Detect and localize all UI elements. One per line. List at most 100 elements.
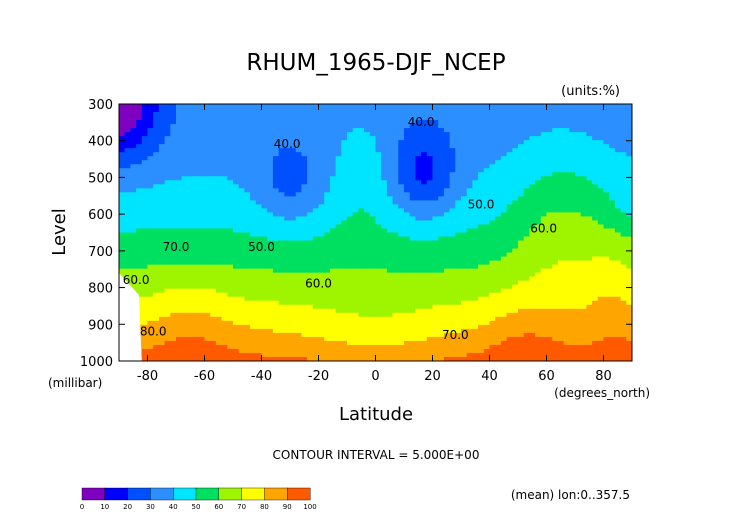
heatmap-cell [432, 188, 439, 193]
heatmap-cell [489, 264, 496, 270]
heatmap-cell [238, 156, 245, 161]
heatmap-cell [136, 176, 143, 181]
heatmap-cell [540, 292, 548, 298]
heatmap-cell [358, 232, 365, 238]
heatmap-cell [147, 112, 154, 117]
heatmap-cell [250, 292, 257, 298]
heatmap-cell [557, 220, 565, 226]
heatmap-cell [352, 292, 359, 298]
heatmap-cell [312, 176, 320, 181]
heatmap-cell [489, 172, 496, 177]
heatmap-cell [461, 116, 468, 121]
heatmap-cell [489, 228, 496, 234]
heatmap-cell [233, 152, 240, 157]
heatmap-cell [500, 132, 508, 137]
heatmap-cell [193, 236, 200, 242]
heatmap-cell [181, 208, 188, 214]
heatmap-cell [626, 188, 632, 193]
heatmap-cell [535, 204, 542, 210]
heatmap-cell [409, 120, 416, 125]
heatmap-cell [375, 208, 382, 214]
heatmap-cell [290, 292, 297, 298]
heatmap-cell [255, 316, 263, 322]
heatmap-cell [187, 192, 194, 197]
heatmap-cell [489, 184, 496, 189]
heatmap-cell [193, 232, 200, 238]
heatmap-cell [455, 220, 462, 226]
heatmap-cell [404, 188, 411, 193]
heatmap-cell [329, 208, 337, 214]
heatmap-cell [592, 164, 599, 169]
heatmap-cell [609, 112, 616, 117]
heatmap-cell [341, 288, 348, 294]
heatmap-cell [141, 300, 149, 306]
heatmap-cell [278, 236, 285, 242]
heatmap-cell [552, 304, 559, 310]
heatmap-cell [426, 180, 434, 185]
heatmap-cell [358, 276, 365, 282]
heatmap-cell [575, 256, 582, 262]
heatmap-cell [426, 108, 434, 113]
heatmap-cell [603, 288, 610, 294]
heatmap-cell [227, 136, 234, 141]
heatmap-cell [546, 108, 553, 113]
heatmap-cell [426, 136, 434, 141]
heatmap-cell [233, 292, 240, 298]
heatmap-cell [461, 256, 468, 262]
heatmap-cell [506, 152, 513, 157]
heatmap-cell [620, 116, 627, 121]
heatmap-cell [461, 268, 468, 274]
heatmap-cell [244, 108, 251, 113]
heatmap-cell [261, 304, 268, 310]
heatmap-cell [569, 320, 576, 326]
heatmap-cell [124, 244, 131, 250]
heatmap-cell [586, 304, 593, 310]
heatmap-cell [506, 212, 513, 218]
heatmap-cell [461, 288, 468, 294]
heatmap-cell [472, 132, 479, 137]
heatmap-cell [170, 188, 177, 193]
heatmap-cell [523, 144, 530, 149]
heatmap-cell [170, 272, 177, 278]
heatmap-cell [386, 108, 394, 113]
heatmap-cell [347, 252, 354, 258]
heatmap-cell [369, 304, 377, 310]
heatmap-cell [489, 212, 496, 218]
heatmap-cell [614, 232, 622, 238]
heatmap-cell [386, 168, 394, 173]
heatmap-cell [130, 224, 137, 230]
heatmap-cell [626, 260, 632, 266]
heatmap-cell [609, 220, 616, 226]
heatmap-cell [136, 216, 143, 222]
heatmap-cell [307, 320, 314, 326]
heatmap-cell [392, 180, 399, 185]
heatmap-cell [301, 224, 308, 230]
heatmap-cell [404, 144, 411, 149]
heatmap-cell [438, 272, 445, 278]
heatmap-cell [255, 252, 263, 258]
heatmap-cell [404, 268, 411, 274]
heatmap-cell [307, 260, 314, 266]
heatmap-cell [381, 308, 388, 314]
heatmap-cell [295, 204, 302, 210]
heatmap-cell [307, 128, 314, 133]
heatmap-cell [284, 224, 291, 230]
heatmap-cell [329, 124, 337, 129]
heatmap-cell [392, 152, 399, 157]
heatmap-cell [318, 224, 325, 230]
heatmap-cell [170, 132, 177, 137]
heatmap-cell [421, 316, 428, 322]
heatmap-cell [164, 124, 171, 129]
heatmap-cell [164, 116, 171, 121]
heatmap-cell [364, 124, 371, 129]
heatmap-cell [552, 316, 559, 322]
heatmap-cell [130, 252, 137, 258]
heatmap-cell [250, 184, 257, 189]
heatmap-cell [506, 164, 513, 169]
heatmap-cell [164, 152, 171, 157]
heatmap-cell [136, 252, 143, 258]
heatmap-cell [284, 184, 291, 189]
heatmap-cell [569, 284, 576, 290]
heatmap-cell [586, 292, 593, 298]
heatmap-cell [255, 260, 263, 266]
